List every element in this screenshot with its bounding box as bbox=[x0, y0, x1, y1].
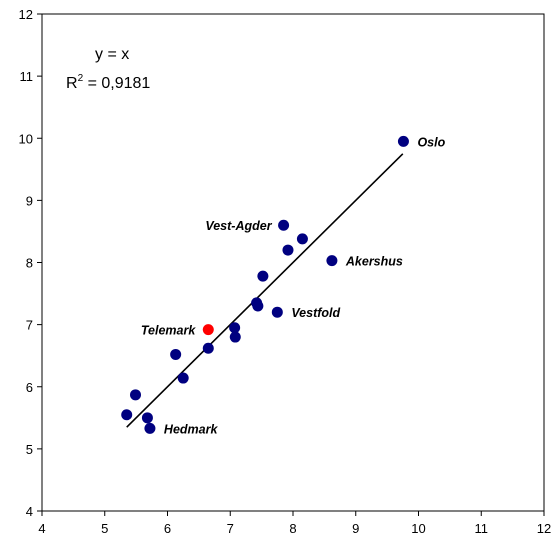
y-tick-label: 11 bbox=[20, 69, 34, 84]
point-label: Hedmark bbox=[164, 422, 219, 436]
y-tick-label: 5 bbox=[26, 442, 33, 457]
data-point bbox=[177, 372, 189, 384]
data-point bbox=[271, 306, 283, 318]
r-squared-value: = 0,9181 bbox=[83, 75, 150, 92]
data-point bbox=[326, 255, 338, 267]
y-tick-label: 4 bbox=[26, 504, 33, 519]
data-point bbox=[121, 409, 133, 421]
x-tick-label: 10 bbox=[411, 521, 425, 536]
point-label: Oslo bbox=[417, 135, 445, 149]
data-point bbox=[252, 300, 264, 312]
r-squared-prefix: R bbox=[66, 75, 78, 92]
highlighted-data-point bbox=[202, 324, 214, 336]
equation-label: y = x bbox=[95, 46, 129, 63]
r-squared-superscript: 2 bbox=[78, 73, 84, 84]
data-point bbox=[170, 348, 182, 360]
y-tick-label: 8 bbox=[26, 256, 33, 271]
x-tick-label: 7 bbox=[227, 521, 234, 536]
data-point bbox=[278, 219, 290, 231]
data-point bbox=[202, 342, 214, 354]
x-tick-label: 12 bbox=[537, 521, 551, 536]
x-tick-label: 11 bbox=[475, 521, 489, 536]
data-points bbox=[121, 135, 409, 434]
axes: 4 5 6 7 8 9 10 11 12 4 5 6 7 8 9 10 11 12 bbox=[19, 7, 552, 536]
x-tick-label: 4 bbox=[38, 521, 45, 536]
y-tick-label: 12 bbox=[19, 7, 33, 22]
data-point bbox=[397, 135, 409, 147]
x-tick-label: 5 bbox=[101, 521, 108, 536]
y-tick-label: 9 bbox=[26, 193, 33, 208]
data-point bbox=[129, 389, 141, 401]
data-point bbox=[257, 270, 269, 282]
data-point bbox=[141, 412, 153, 424]
data-point bbox=[296, 233, 308, 245]
point-labels: Oslo Vest-Agder Akershus Vestfold Telemark He… bbox=[141, 135, 446, 436]
point-label: Akershus bbox=[345, 255, 403, 269]
y-tick-label: 6 bbox=[26, 380, 33, 395]
data-point bbox=[229, 331, 241, 343]
trendline bbox=[126, 153, 404, 428]
x-tick-label: 6 bbox=[164, 521, 171, 536]
data-point bbox=[229, 322, 241, 334]
point-label: Vestfold bbox=[291, 306, 340, 320]
r-squared-label: R2 = 0,9181 bbox=[66, 73, 150, 92]
point-label: Vest-Agder bbox=[205, 219, 272, 233]
y-tick-label: 10 bbox=[19, 131, 33, 146]
data-point bbox=[282, 244, 294, 256]
y-tick-label: 7 bbox=[26, 318, 33, 333]
data-point bbox=[144, 422, 156, 434]
x-tick-label: 9 bbox=[352, 521, 359, 536]
point-label: Telemark bbox=[141, 324, 196, 338]
x-tick-label: 8 bbox=[289, 521, 296, 536]
